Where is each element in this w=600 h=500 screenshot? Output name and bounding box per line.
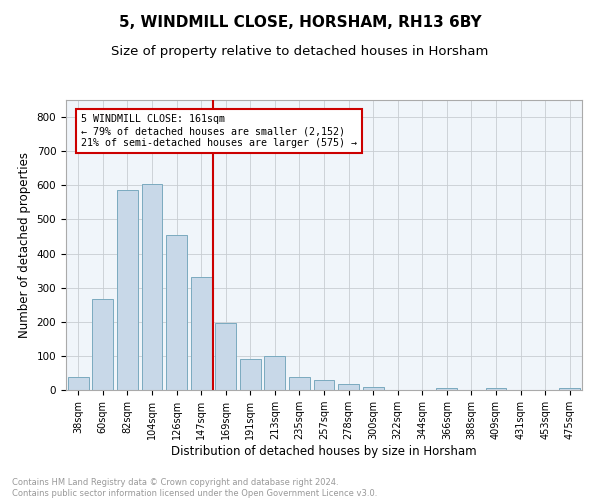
Bar <box>485 388 506 390</box>
Y-axis label: Number of detached properties: Number of detached properties <box>18 152 31 338</box>
Bar <box>166 235 187 390</box>
Bar <box>215 323 236 390</box>
Bar <box>117 190 138 390</box>
Bar <box>289 377 310 390</box>
Bar <box>68 377 89 390</box>
Bar <box>142 184 163 390</box>
X-axis label: Distribution of detached houses by size in Horsham: Distribution of detached houses by size … <box>171 445 477 458</box>
Bar <box>314 380 334 390</box>
Text: 5 WINDMILL CLOSE: 161sqm
← 79% of detached houses are smaller (2,152)
21% of sem: 5 WINDMILL CLOSE: 161sqm ← 79% of detach… <box>82 114 358 148</box>
Text: Contains HM Land Registry data © Crown copyright and database right 2024.
Contai: Contains HM Land Registry data © Crown c… <box>12 478 377 498</box>
Text: Size of property relative to detached houses in Horsham: Size of property relative to detached ho… <box>112 45 488 58</box>
Bar <box>362 386 383 390</box>
Bar <box>338 384 359 390</box>
Bar <box>559 388 580 390</box>
Text: 5, WINDMILL CLOSE, HORSHAM, RH13 6BY: 5, WINDMILL CLOSE, HORSHAM, RH13 6BY <box>119 15 481 30</box>
Bar <box>265 356 286 390</box>
Bar <box>436 388 457 390</box>
Bar <box>240 360 261 390</box>
Bar <box>92 299 113 390</box>
Bar <box>191 278 212 390</box>
